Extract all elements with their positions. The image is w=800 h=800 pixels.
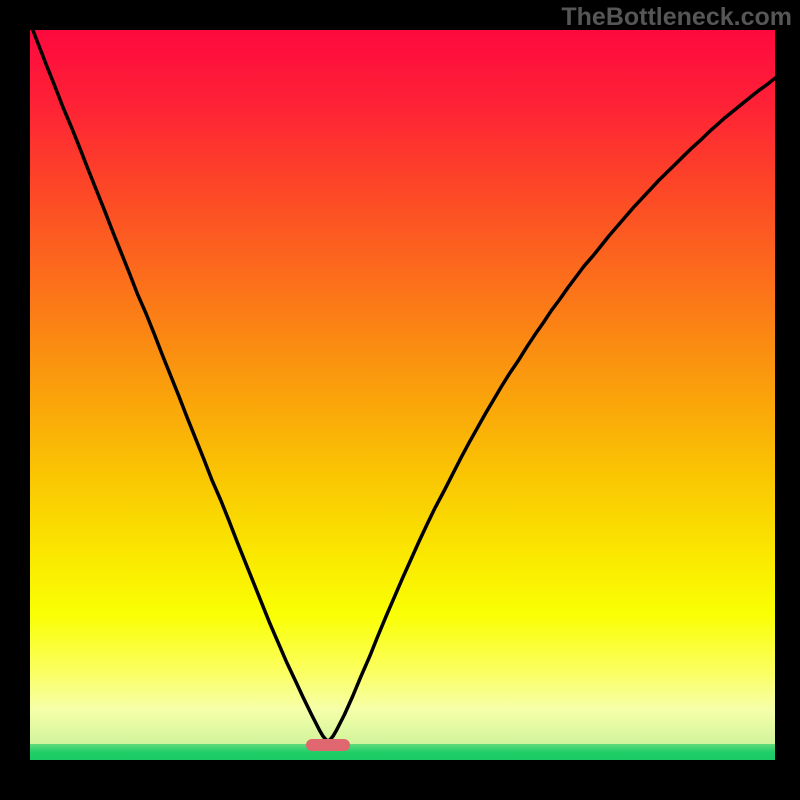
watermark-text: TheBottleneck.com (561, 3, 792, 32)
valley-marker (306, 739, 350, 751)
bottleneck-chart: TheBottleneck.com (0, 0, 800, 800)
gradient-background (30, 30, 775, 760)
green-optimal-band (30, 744, 775, 760)
